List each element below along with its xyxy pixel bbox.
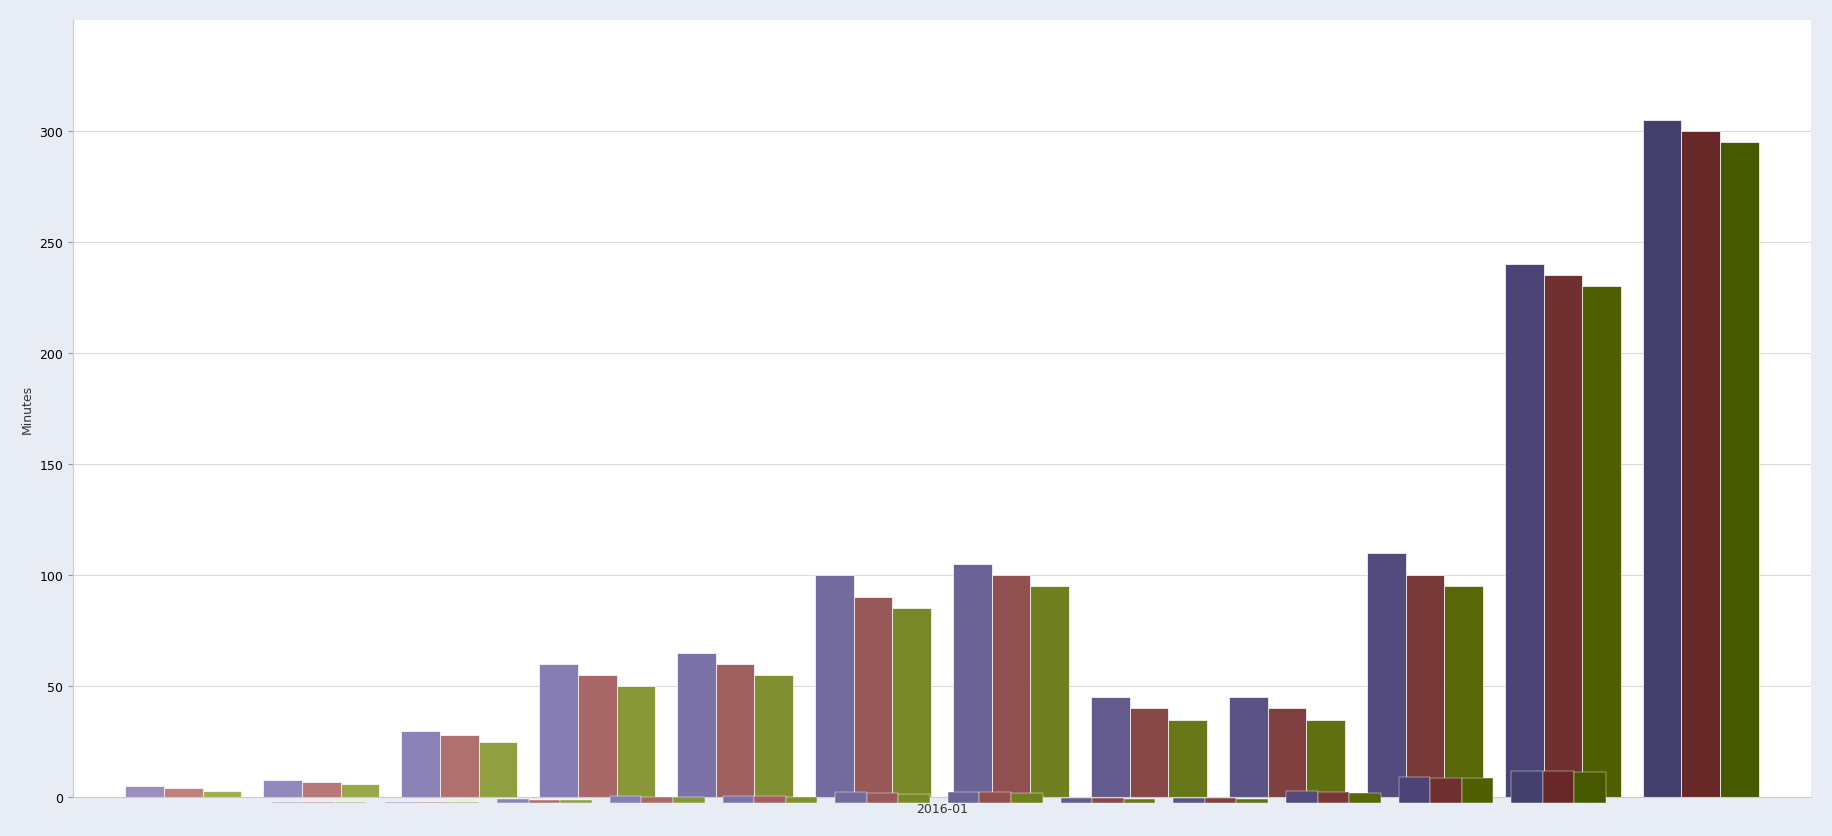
Bar [1367, 553, 1405, 798]
Bar [539, 665, 577, 798]
Bar [1130, 709, 1169, 798]
Bar [953, 564, 991, 798]
Bar [835, 793, 867, 803]
Bar [478, 742, 517, 798]
Bar [854, 598, 892, 798]
Bar [1682, 132, 1720, 798]
Bar [786, 797, 817, 803]
Bar [610, 797, 641, 803]
Bar [577, 675, 617, 798]
Bar [1030, 587, 1070, 798]
Bar [947, 792, 980, 803]
Bar [1306, 720, 1345, 798]
Bar [1229, 697, 1268, 798]
Bar [991, 575, 1030, 798]
Bar [815, 575, 854, 798]
Y-axis label: Minutes: Minutes [20, 385, 33, 434]
Bar [1643, 120, 1682, 798]
Bar [1237, 799, 1268, 803]
Bar [980, 793, 1011, 803]
Bar [529, 800, 561, 803]
Bar [401, 731, 440, 798]
Bar [1543, 772, 1574, 803]
Bar [1398, 777, 1431, 803]
Bar [203, 791, 242, 798]
Bar [867, 793, 898, 803]
Bar [1574, 772, 1607, 803]
Bar [165, 788, 203, 798]
Bar [1431, 778, 1462, 803]
Bar [1504, 265, 1544, 798]
Bar [716, 665, 755, 798]
Bar [1720, 143, 1759, 798]
Bar [1462, 778, 1493, 803]
Bar [1172, 798, 1205, 803]
Bar [1205, 798, 1237, 803]
Bar [1011, 793, 1042, 803]
Bar [1061, 798, 1092, 803]
Bar [1544, 276, 1583, 798]
Bar [1092, 697, 1130, 798]
Bar [892, 609, 931, 798]
Bar [1092, 798, 1123, 803]
Bar [722, 796, 755, 803]
Bar [1444, 587, 1482, 798]
Bar [1317, 793, 1348, 803]
Bar [125, 787, 165, 798]
Bar [1511, 771, 1543, 803]
Bar [561, 800, 592, 803]
Bar [1405, 575, 1444, 798]
Bar [302, 782, 341, 798]
Bar [1169, 720, 1207, 798]
Bar [678, 653, 716, 798]
Bar [755, 675, 793, 798]
Bar [617, 686, 656, 798]
Bar [898, 793, 931, 803]
Bar [440, 735, 478, 798]
Bar [264, 780, 302, 798]
Bar [1268, 709, 1306, 798]
Bar [672, 798, 705, 803]
Bar [496, 799, 529, 803]
Bar [755, 797, 786, 803]
Bar [1123, 799, 1156, 803]
Bar [1348, 793, 1381, 803]
Bar [341, 784, 379, 798]
Bar [641, 797, 672, 803]
Bar [1286, 791, 1317, 803]
Bar [1583, 287, 1621, 798]
